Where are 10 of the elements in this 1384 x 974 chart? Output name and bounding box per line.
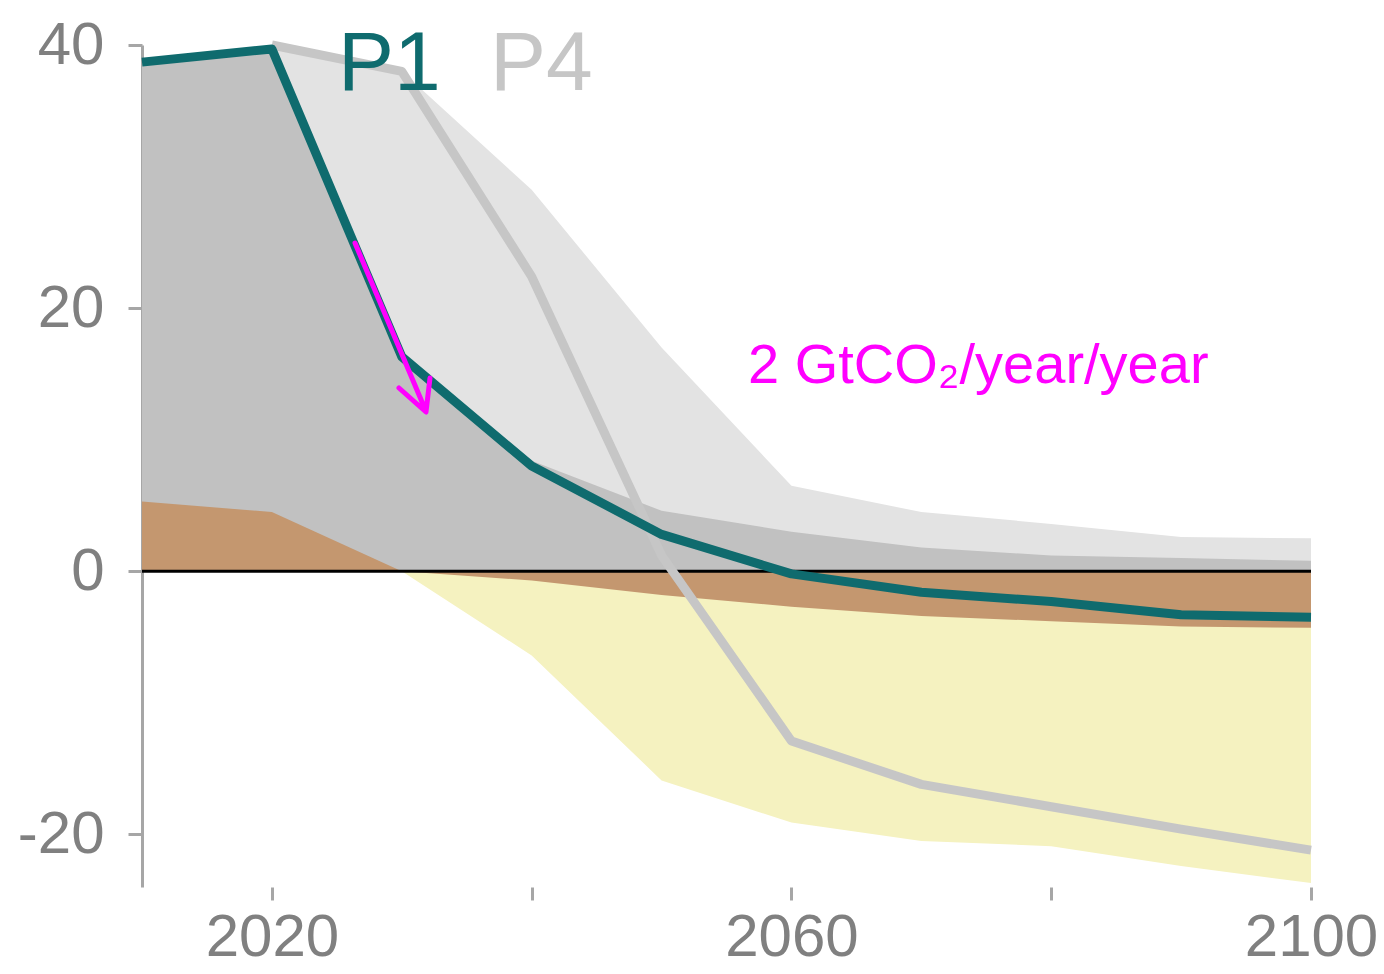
series-label: P1 bbox=[338, 14, 441, 108]
y-tick-label: -20 bbox=[17, 798, 105, 866]
series-label: P4 bbox=[490, 14, 593, 108]
x-tick-label: 2100 bbox=[1244, 901, 1379, 969]
annotation: 2 GtCO₂/year/year bbox=[748, 332, 1209, 395]
x-tick-label: 2020 bbox=[205, 901, 340, 969]
x-tick-label: 2060 bbox=[725, 901, 859, 969]
y-tick-label: 0 bbox=[71, 535, 105, 603]
y-tick-label: 40 bbox=[37, 9, 105, 77]
y-tick-label: 20 bbox=[37, 272, 105, 340]
